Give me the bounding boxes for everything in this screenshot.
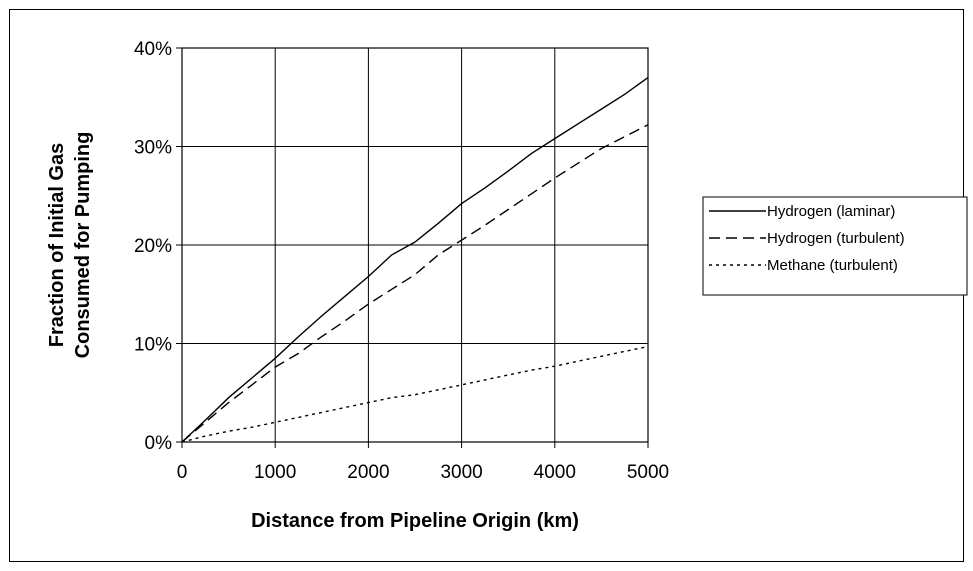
y-axis-title-line1: Fraction of Initial Gas [46,143,68,347]
y-tick-label: 30% [134,138,172,159]
series-lines [181,77,649,443]
series-line-2 [181,345,649,443]
x-tick-label: 1000 [254,462,296,483]
x-axis-title: Distance from Pipeline Origin (km) [251,510,579,532]
y-tick-label: 20% [134,236,172,257]
legend-items: Hydrogen (laminar) Hydrogen (turbulent) Me… [709,203,905,274]
legend-label: Hydrogen (turbulent) [767,230,905,247]
y-tick-label: 40% [134,39,172,60]
y-tick-labels: 0% 10% 20% 30% 40% [134,39,182,454]
x-tick-label: 0 [177,462,188,483]
legend: Hydrogen (laminar) Hydrogen (turbulent) Me… [702,196,968,296]
y-axis-title-line2: Consumed for Pumping [72,132,94,359]
x-tick-labels: 0 1000 2000 3000 4000 5000 [177,442,669,483]
series-line-0 [181,77,649,443]
x-tick-label: 5000 [627,462,669,483]
legend-box [702,196,968,296]
x-tick-label: 4000 [534,462,576,483]
legend-label: Methane (turbulent) [767,257,898,274]
y-tick-label: 10% [134,335,172,356]
x-tick-label: 3000 [440,462,482,483]
legend-label: Hydrogen (laminar) [767,203,895,220]
x-tick-label: 2000 [347,462,389,483]
y-tick-label: 0% [145,433,173,454]
